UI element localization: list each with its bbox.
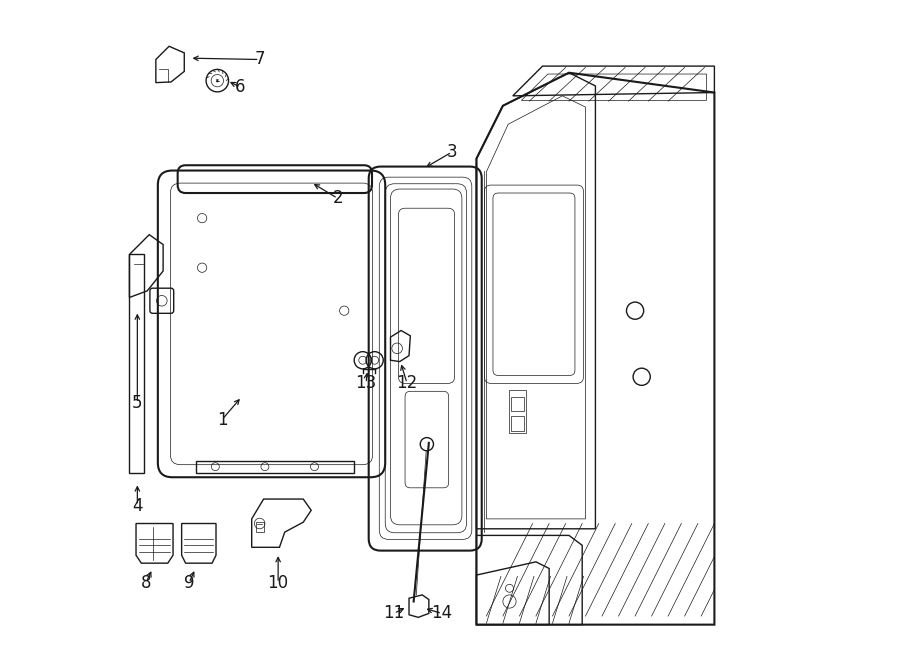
Text: 4: 4 [132,496,142,515]
Bar [256,522,265,532]
Text: 11: 11 [383,604,404,623]
Text: 2: 2 [332,189,343,208]
Text: 14: 14 [431,604,453,623]
Text: 1: 1 [217,410,228,429]
Bar [511,397,524,411]
Bar [511,416,524,431]
Text: 13: 13 [356,374,377,393]
Bar [509,390,526,433]
Text: 8: 8 [140,574,151,592]
Text: 9: 9 [184,574,194,592]
Bar [130,254,144,473]
Text: 12: 12 [396,374,418,393]
Text: 5: 5 [132,394,142,412]
Bar [195,461,355,473]
Text: 3: 3 [446,143,457,161]
Text: 6: 6 [235,78,246,97]
Text: 10: 10 [267,574,289,592]
Text: 7: 7 [255,50,265,69]
